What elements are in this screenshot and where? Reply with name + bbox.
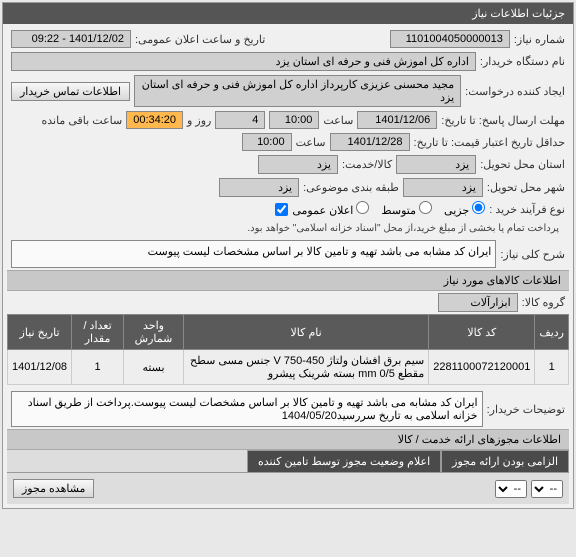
remain-time-field: 00:34:20 — [126, 111, 183, 129]
col-name: نام کالا — [183, 315, 428, 350]
radio-opt-1[interactable]: متوسط — [381, 201, 432, 217]
need-details-panel: جزئیات اطلاعات نیاز شماره نیاز: 11010040… — [2, 2, 574, 509]
radio-opt-2[interactable]: اعلان عمومی — [292, 201, 369, 217]
radio-opt-0[interactable]: جزیی — [444, 201, 485, 217]
licenses-section-header: اطلاعات مجوزهای ارائه خدمت / کالا — [7, 429, 569, 450]
budget-label: طبقه بندی موضوعی: — [303, 181, 399, 194]
service-field: یزد — [258, 155, 338, 174]
tab-mandatory[interactable]: الزامی بودن ارائه مجوز — [441, 450, 569, 472]
deliver-city-field: یزد — [403, 178, 483, 197]
validity-date-field: 1401/12/28 — [330, 133, 410, 151]
cell-qty: 1 — [72, 350, 124, 385]
need-no-field: 1101004050000013 — [390, 30, 510, 48]
day-label: روز و — [187, 114, 211, 127]
budget-field: یزد — [219, 178, 299, 197]
table-row[interactable]: 1 2281100072120001 سیم برق افشان ولتاژ 4… — [8, 350, 569, 385]
col-qty: تعداد / مقدار — [72, 315, 124, 350]
contact-buyer-button[interactable]: اطلاعات تماس خریدار — [11, 82, 130, 101]
panel-body: شماره نیاز: 1101004050000013 تاریخ و ساع… — [3, 24, 573, 508]
need-no-label: شماره نیاز: — [514, 33, 565, 46]
buyer-notes-label: توضیحات خریدار: — [487, 403, 565, 416]
treasury-checkbox[interactable] — [275, 203, 288, 216]
desc-field: ایران کد مشابه می باشد تهیه و تامین کالا… — [11, 240, 496, 268]
col-code: کد کالا — [429, 315, 535, 350]
license-tabs: الزامی بودن ارائه مجوز اعلام وضعیت مجوز … — [7, 450, 569, 473]
license-select-1[interactable]: -- — [531, 480, 563, 498]
col-unit: واحد شمارش — [124, 315, 184, 350]
requester-label: ایجاد کننده درخواست: — [465, 85, 565, 98]
service-label: کالا/خدمت: — [342, 158, 392, 171]
deliver-city-label: شهر محل تحویل: — [487, 181, 565, 194]
panel-title: جزئیات اطلاعات نیاز — [3, 3, 573, 24]
buy-type-radio-group: جزیی متوسط اعلان عمومی — [292, 201, 485, 217]
tab-status[interactable]: اعلام وضعیت مجوز توسط تامین کننده — [247, 450, 441, 472]
days-field: 4 — [215, 111, 265, 129]
time-label-2: ساعت — [296, 136, 326, 149]
desc-label: شرح کلی نیاز: — [500, 248, 565, 261]
time-label-1: ساعت — [323, 114, 353, 127]
items-section-header: اطلاعات کالاهای مورد نیاز — [7, 270, 569, 291]
buyer-name-label: نام دستگاه خریدار: — [480, 55, 565, 68]
view-license-button[interactable]: مشاهده مجوز — [13, 479, 94, 498]
deadline-time-field: 10:00 — [269, 111, 319, 129]
goods-group-field: ابزارآلات — [438, 293, 518, 312]
remain-label: ساعت باقی مانده — [41, 114, 122, 127]
goods-group-label: گروه کالا: — [522, 296, 565, 309]
subject-city-field: یزد — [396, 155, 476, 174]
cell-name: سیم برق افشان ولتاژ 450-750 V جنس مسی سط… — [183, 350, 428, 385]
cell-code: 2281100072120001 — [429, 350, 535, 385]
requester-field: مجید محسنی عزیزی کارپرداز اداره کل اموزش… — [134, 75, 461, 107]
buy-type-label: نوع فرآیند خرید : — [489, 203, 565, 216]
deadline-label: مهلت ارسال پاسخ: تا تاریخ: — [441, 114, 565, 127]
cell-date: 1401/12/08 — [8, 350, 72, 385]
deadline-date-field: 1401/12/06 — [357, 111, 437, 129]
validity-time-field: 10:00 — [242, 133, 292, 151]
buyer-name-field: اداره کل اموزش فنی و حرفه ای استان یزد — [11, 52, 476, 71]
items-table: ردیف کد کالا نام کالا واحد شمارش تعداد /… — [7, 314, 569, 385]
col-date: تاریخ نیاز — [8, 315, 72, 350]
subject-city-label: استان محل تحویل: — [480, 158, 565, 171]
cell-idx: 1 — [535, 350, 569, 385]
license-select-2[interactable]: -- — [495, 480, 527, 498]
col-idx: ردیف — [535, 315, 569, 350]
announce-field: 1401/12/02 - 09:22 — [11, 30, 131, 48]
payment-note: پرداخت تمام یا بخشی از مبلغ خرید،از محل … — [241, 221, 565, 236]
buyer-notes-field: ایران کد مشابه می باشد تهیه و تامین کالا… — [11, 391, 483, 427]
validity-label: حداقل تاریخ اعتبار قیمت: تا تاریخ: — [414, 136, 565, 149]
cell-unit: بسته — [124, 350, 184, 385]
announce-label: تاریخ و ساعت اعلان عمومی: — [135, 33, 265, 46]
